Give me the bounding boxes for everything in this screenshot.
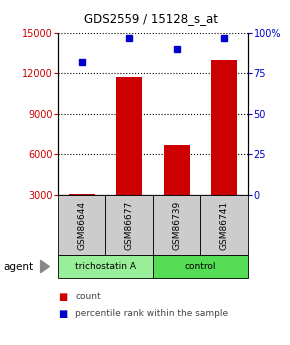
Text: GSM86677: GSM86677 <box>125 200 134 250</box>
Polygon shape <box>41 260 49 273</box>
Bar <box>211 60 237 195</box>
Bar <box>164 145 190 195</box>
Text: trichostatin A: trichostatin A <box>75 262 136 271</box>
Text: GDS2559 / 15128_s_at: GDS2559 / 15128_s_at <box>84 12 218 25</box>
Text: GSM86644: GSM86644 <box>77 200 86 250</box>
Text: control: control <box>185 262 216 271</box>
Text: ■: ■ <box>58 292 67 302</box>
Bar <box>69 194 95 195</box>
Bar <box>116 77 142 195</box>
Text: agent: agent <box>3 262 33 272</box>
Text: ■: ■ <box>58 309 67 319</box>
Text: percentile rank within the sample: percentile rank within the sample <box>75 309 229 318</box>
Text: count: count <box>75 292 101 301</box>
Text: GSM86739: GSM86739 <box>172 200 181 250</box>
Text: GSM86741: GSM86741 <box>220 200 229 250</box>
